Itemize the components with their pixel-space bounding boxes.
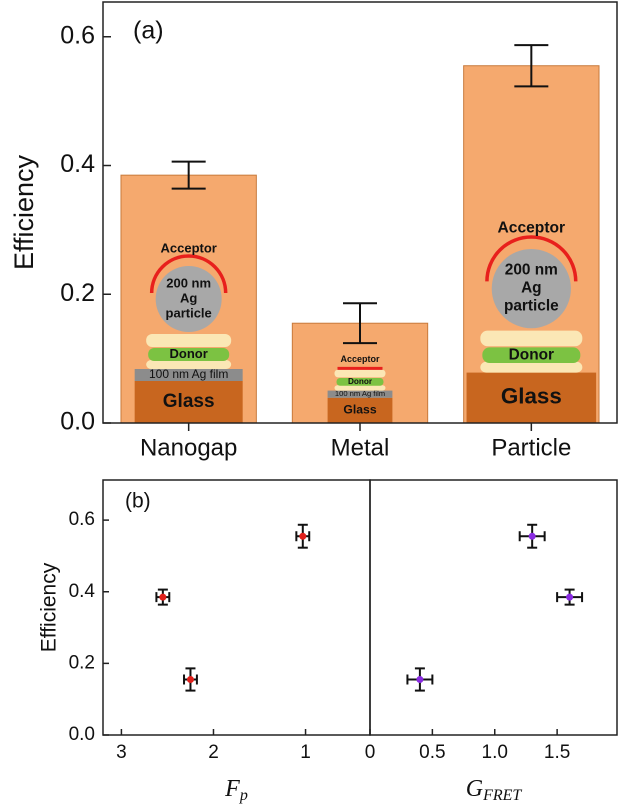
particle-label: Ag bbox=[180, 290, 197, 305]
spacer-layer bbox=[334, 385, 386, 391]
point bbox=[186, 675, 194, 683]
x-axis-label: Fp bbox=[224, 776, 248, 804]
x-axis-label: GFRET bbox=[466, 776, 523, 804]
ag-particle bbox=[491, 249, 571, 329]
donor-label: Donor bbox=[509, 346, 554, 363]
donor-layer bbox=[148, 348, 230, 361]
y-tick-label: 0.4 bbox=[60, 150, 95, 178]
glass-layer bbox=[327, 397, 393, 423]
x-tick-label: 3 bbox=[116, 742, 127, 763]
panel-label: (a) bbox=[133, 17, 164, 45]
x-label-sub: p bbox=[239, 787, 248, 804]
film-label: 100 nm Ag film bbox=[149, 367, 228, 381]
y-tick-label: 0.6 bbox=[60, 21, 95, 49]
acceptor-label: Acceptor bbox=[498, 220, 566, 237]
x-tick-label: Particle bbox=[491, 434, 571, 461]
y-axis-label: Efficiency bbox=[38, 562, 61, 652]
y-tick-label: 0.2 bbox=[60, 279, 95, 307]
spacer-layer bbox=[146, 360, 232, 369]
point bbox=[566, 593, 574, 601]
point bbox=[528, 532, 536, 540]
x-label-sub: FRET bbox=[482, 787, 522, 804]
film-label: 100 nm Ag film bbox=[335, 389, 385, 398]
x-tick-label: 2 bbox=[208, 742, 219, 763]
y-tick-label: 0.0 bbox=[60, 408, 95, 436]
particle-label: particle bbox=[504, 298, 559, 315]
y-tick-label: 0.0 bbox=[69, 724, 95, 745]
error-bar bbox=[343, 302, 377, 345]
point bbox=[416, 675, 424, 683]
y-tick-label: 0.2 bbox=[69, 652, 95, 673]
error-bar bbox=[406, 667, 434, 692]
x-tick-label: 0 bbox=[365, 742, 376, 763]
acceptor-label: Acceptor bbox=[160, 240, 216, 255]
glass-layer bbox=[134, 381, 243, 423]
error-bar bbox=[171, 160, 206, 190]
particle-label: Ag bbox=[521, 280, 542, 297]
x-tick-label: Metal bbox=[331, 434, 390, 461]
acceptor-label: Acceptor bbox=[340, 354, 380, 364]
glass-label: Glass bbox=[343, 403, 376, 417]
y-tick-label: 0.6 bbox=[69, 509, 95, 530]
ag-particle bbox=[155, 266, 222, 332]
y-tick-label: 0.4 bbox=[69, 581, 96, 602]
x-tick-label: 0.5 bbox=[419, 742, 445, 763]
x-tick-label: 1 bbox=[300, 742, 311, 763]
glass-label: Glass bbox=[163, 391, 215, 412]
film-layer bbox=[134, 369, 243, 381]
axes-frame bbox=[369, 479, 618, 736]
donor-layer bbox=[482, 347, 581, 363]
spacer-layer bbox=[334, 369, 386, 378]
point bbox=[299, 532, 307, 540]
donor-label: Donor bbox=[170, 346, 208, 361]
donor-label: Donor bbox=[348, 377, 373, 386]
acceptor-arc bbox=[149, 254, 228, 294]
glass-layer bbox=[466, 372, 597, 423]
x-tick-label: 1.0 bbox=[482, 742, 508, 763]
acceptor-arc bbox=[485, 235, 578, 282]
error-bar bbox=[514, 44, 549, 88]
particle-label: particle bbox=[166, 305, 212, 320]
film-layer bbox=[327, 390, 393, 398]
axes-frame bbox=[102, 479, 371, 736]
donor-layer bbox=[336, 378, 384, 386]
spacer-layer bbox=[480, 361, 583, 373]
x-tick-label: Nanogap bbox=[140, 434, 237, 461]
axes-frame bbox=[102, 1, 618, 424]
glass-label: Glass bbox=[501, 384, 562, 409]
particle-label: 200 nm bbox=[505, 262, 558, 279]
y-axis-label: Efficiency bbox=[9, 154, 39, 270]
panel-label: (b) bbox=[125, 490, 151, 513]
particle-label: 200 nm bbox=[166, 275, 211, 290]
x-label-main: F bbox=[224, 776, 240, 802]
x-label-main: G bbox=[466, 776, 483, 802]
spacer-layer bbox=[480, 330, 583, 347]
point bbox=[159, 593, 167, 601]
spacer-layer bbox=[146, 334, 232, 347]
x-tick-label: 1.5 bbox=[544, 742, 570, 763]
